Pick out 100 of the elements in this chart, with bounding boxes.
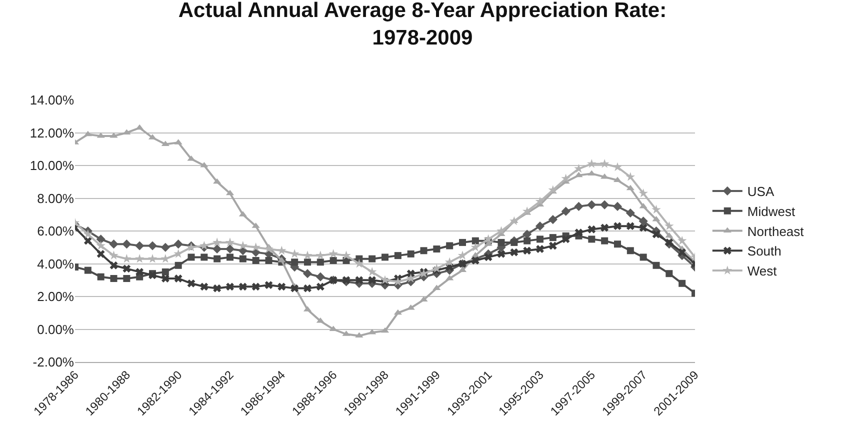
point	[614, 222, 622, 230]
point	[497, 250, 506, 258]
point	[252, 256, 260, 264]
y-tick-label: 0.00%	[37, 322, 74, 337]
point	[600, 173, 609, 179]
point	[355, 332, 364, 338]
point	[123, 274, 130, 282]
point	[407, 250, 414, 258]
legend-label: Midwest	[747, 204, 796, 219]
point	[212, 238, 222, 246]
point	[677, 236, 687, 245]
point	[213, 284, 222, 292]
y-tick-label: 8.00%	[37, 190, 74, 206]
point	[574, 228, 583, 237]
y-tick-label: -2.00%	[32, 354, 74, 370]
chart-title: Actual Annual Average 8-Year Appreciation Rate: 1978-2009	[178, 0, 667, 50]
point	[342, 250, 351, 260]
point	[238, 282, 247, 291]
point	[600, 224, 609, 232]
point	[394, 309, 402, 315]
point	[316, 250, 326, 260]
point	[678, 248, 686, 256]
point	[459, 238, 466, 246]
point	[109, 250, 118, 260]
point	[174, 262, 182, 269]
point	[574, 202, 584, 211]
point	[354, 258, 364, 268]
point	[444, 257, 454, 266]
point	[471, 256, 480, 264]
point	[174, 240, 183, 249]
point	[639, 224, 648, 232]
point	[330, 256, 337, 264]
point	[148, 241, 158, 250]
point	[225, 238, 235, 246]
point	[368, 276, 376, 284]
point	[612, 202, 622, 211]
point	[522, 206, 532, 216]
point	[214, 255, 221, 262]
legend-label: Northeast	[747, 224, 804, 239]
point	[213, 178, 222, 184]
point	[536, 236, 544, 243]
point	[652, 230, 660, 238]
legend-label: South	[747, 244, 782, 259]
point	[277, 246, 286, 255]
point	[600, 200, 610, 210]
point	[626, 208, 635, 218]
y-tick-label: 4.00%	[37, 256, 74, 272]
point	[188, 254, 195, 261]
point	[226, 254, 234, 261]
point	[290, 284, 299, 292]
point	[96, 234, 106, 244]
legend-label: USA	[747, 184, 774, 200]
point	[135, 241, 144, 250]
point	[278, 256, 286, 262]
point	[187, 279, 196, 288]
point	[264, 281, 273, 289]
point	[432, 284, 441, 290]
point	[535, 222, 545, 231]
point	[626, 172, 636, 181]
point	[200, 254, 208, 261]
point	[148, 254, 158, 263]
point	[561, 174, 570, 183]
point	[510, 238, 518, 246]
point	[380, 275, 390, 284]
point	[601, 237, 608, 244]
point	[664, 221, 674, 230]
point	[136, 124, 144, 130]
point	[626, 247, 634, 254]
point	[652, 204, 661, 214]
point	[588, 225, 596, 234]
point	[665, 232, 674, 238]
point	[587, 200, 596, 210]
point	[96, 250, 105, 258]
point	[562, 235, 570, 244]
point	[84, 266, 92, 274]
point	[162, 268, 169, 276]
y-tick-label: 14.00%	[30, 92, 74, 108]
point	[420, 247, 428, 254]
point	[212, 244, 222, 254]
point	[134, 254, 144, 263]
point	[561, 206, 570, 216]
point	[239, 255, 246, 262]
point	[316, 282, 324, 291]
point	[498, 238, 505, 246]
point	[174, 249, 183, 258]
point	[394, 252, 402, 260]
point	[406, 270, 415, 278]
y-tick-label: 6.00%	[37, 224, 74, 239]
point	[226, 282, 234, 291]
point	[639, 202, 648, 208]
point	[433, 246, 440, 253]
point	[446, 274, 454, 280]
point	[420, 296, 428, 302]
point	[278, 282, 286, 291]
point	[304, 284, 312, 292]
point	[316, 272, 325, 282]
point	[122, 240, 132, 249]
point	[84, 236, 92, 245]
point	[666, 270, 673, 278]
point	[84, 130, 92, 136]
